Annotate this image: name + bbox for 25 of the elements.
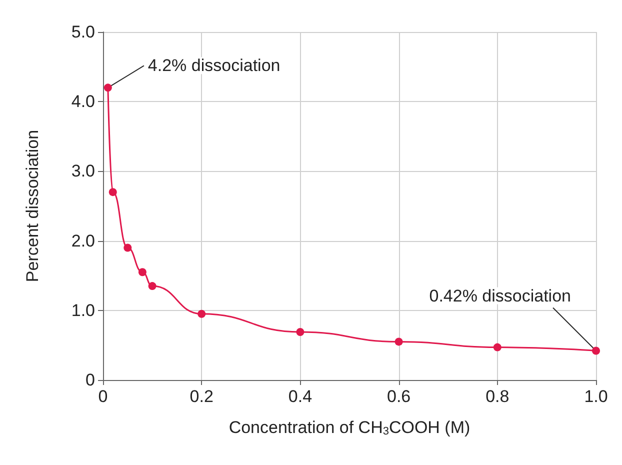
y-tick-label: 1.0 (71, 300, 95, 320)
y-tick-label: 2.0 (71, 231, 95, 250)
y-tick-label: 0 (86, 370, 95, 390)
point (148, 282, 156, 290)
y-tick-label: 4.0 (71, 92, 95, 112)
point (124, 244, 132, 252)
annotation: 4.2% dissociation (148, 56, 280, 76)
x-tick-label: 0.2 (190, 387, 214, 406)
x-tick-label: 0 (98, 387, 108, 406)
point (198, 310, 206, 318)
x-tick-label: 1.0 (584, 387, 608, 406)
point (138, 268, 146, 276)
point (296, 328, 304, 336)
y-tick-label: 3.0 (71, 162, 95, 181)
annotation: 0.42% dissociation (429, 286, 571, 306)
x-tick-label: 0.4 (288, 387, 312, 406)
point (493, 343, 502, 352)
point (394, 338, 403, 346)
point (592, 346, 600, 355)
y-axis-title: Percent dissociation (23, 130, 42, 282)
point (104, 84, 112, 92)
y-tick-label: 5.0 (71, 22, 95, 42)
x-tick-label: 0.6 (386, 387, 411, 406)
point (108, 188, 117, 196)
x-tick-label: 0.8 (486, 387, 510, 406)
